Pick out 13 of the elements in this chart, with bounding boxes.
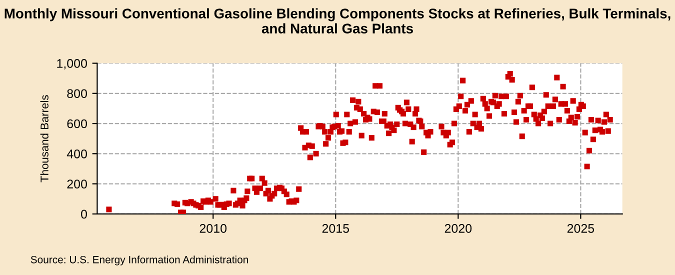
y-tick-label: 600 — [67, 119, 87, 128]
y-tick-label: 1,000 — [57, 59, 87, 70]
x-tick-label: 2025 — [567, 224, 594, 233]
source-note: Source: U.S. Energy Information Administration — [30, 256, 248, 266]
y-tick-label: 800 — [67, 89, 87, 98]
y-axis-title: Thousand Barrels — [40, 95, 48, 182]
y-tick-label: 400 — [66, 149, 87, 158]
y-tick-label: 200 — [67, 180, 87, 188]
x-tick-label: 2020 — [444, 224, 472, 233]
x-tick-label: 2015 — [322, 224, 350, 233]
x-tick-label: 2010 — [200, 224, 227, 233]
y-tick-label: 0 — [81, 210, 87, 219]
chart-title: Monthly Missouri Conventional Gasoline Blending Components Stocks at Refineries, Bulk Terminals, and Natural Gas Plants — [4, 8, 670, 34]
